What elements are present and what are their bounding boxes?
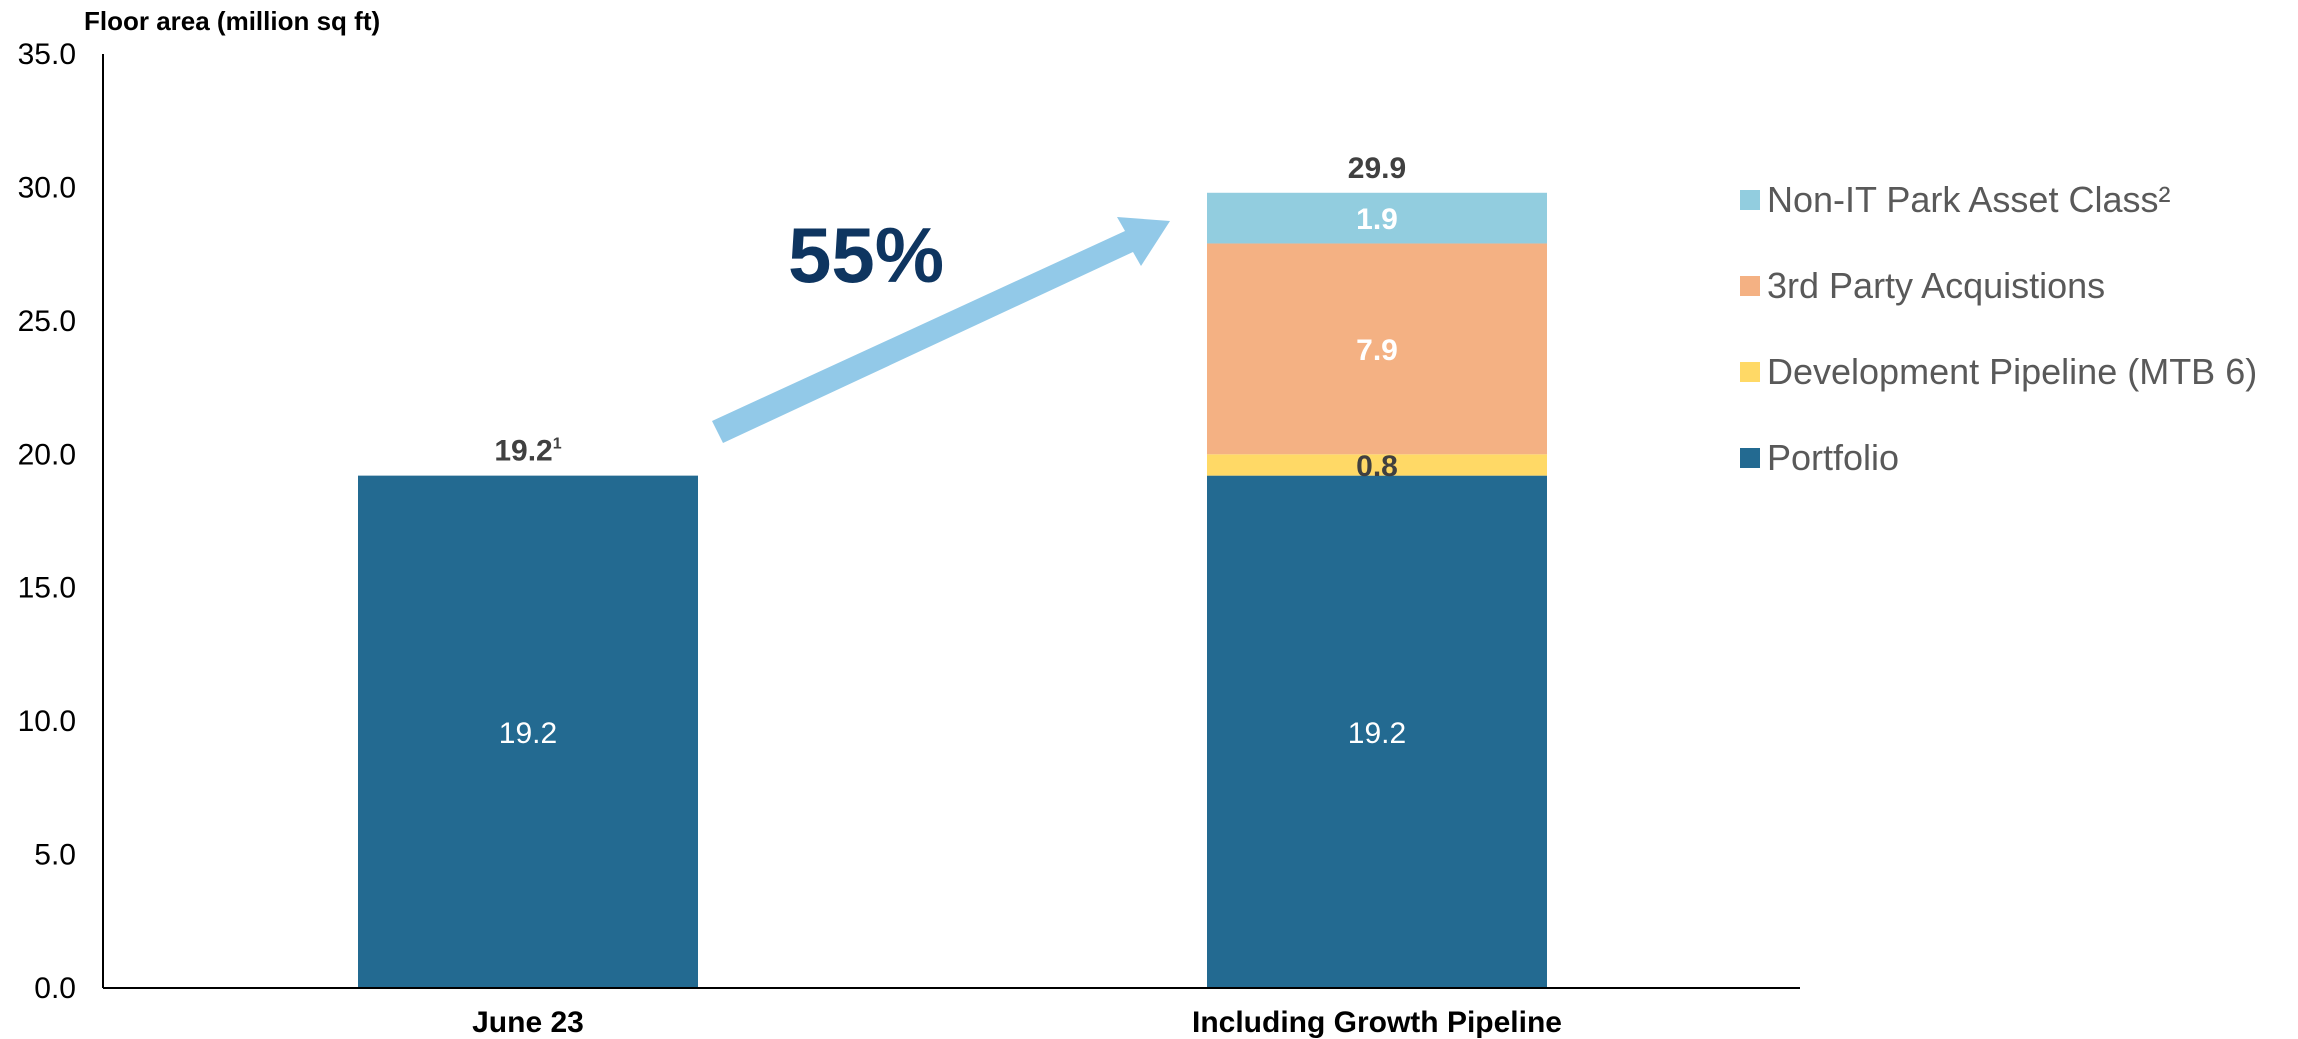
bar-segment-3rd-party-acquistions [1207, 243, 1547, 455]
legend-label: Portfolio [1767, 437, 1899, 478]
growth-annotation: 55% [712, 211, 1170, 443]
legend: Non-IT Park Asset Class² 3rd Party Acquis… [1740, 179, 2257, 478]
y-tick-label: 0.0 [34, 972, 76, 1005]
bar-segment-development-pipeline-mtb-6 [1207, 454, 1547, 476]
data-label: 0.8 [1356, 450, 1398, 483]
y-tick-label: 35.0 [18, 38, 76, 71]
y-tick-label: 30.0 [18, 171, 76, 204]
bar-segment-non-it-park-asset-class [1207, 192, 1547, 244]
x-axis: June 23 Including Growth Pipeline [103, 987, 1800, 1039]
legend-label: Development Pipeline (MTB 6) [1767, 351, 2257, 392]
bar-labels: 19.2 19.21 19.2 0.8 7.9 1.9 29.9 [494, 152, 1406, 750]
y-tick-label: 25.0 [18, 305, 76, 338]
x-category-label: Including Growth Pipeline [1192, 1006, 1562, 1039]
legend-swatch [1740, 362, 1760, 382]
total-label: 29.9 [1348, 152, 1406, 185]
legend-swatch [1740, 448, 1760, 468]
growth-percent: 55% [788, 211, 944, 299]
y-tick-label: 5.0 [34, 839, 76, 872]
y-tick-label: 15.0 [18, 572, 76, 605]
growth-arrow [712, 217, 1170, 443]
y-tick-label: 10.0 [18, 705, 76, 738]
legend-swatch [1740, 190, 1760, 210]
total-label: 19.21 [494, 435, 561, 468]
data-label: 1.9 [1356, 203, 1398, 236]
data-label: 19.2 [1348, 717, 1406, 750]
legend-label: Non-IT Park Asset Class² [1767, 179, 2170, 220]
legend-label: 3rd Party Acquistions [1767, 265, 2105, 306]
y-axis: 0.0 5.0 10.0 15.0 20.0 25.0 30.0 35.0 [18, 38, 104, 1005]
x-category-label: June 23 [472, 1006, 584, 1039]
bar-segment-portfolio [1207, 475, 1547, 988]
bars [358, 192, 1547, 988]
y-axis-title: Floor area (million sq ft) [84, 6, 380, 36]
bar-segment-portfolio [358, 475, 698, 988]
data-label: 19.2 [499, 717, 557, 750]
legend-swatch [1740, 276, 1760, 296]
y-tick-label: 20.0 [18, 438, 76, 471]
data-label: 7.9 [1356, 334, 1398, 367]
footnote-superscript: 1 [553, 436, 562, 453]
